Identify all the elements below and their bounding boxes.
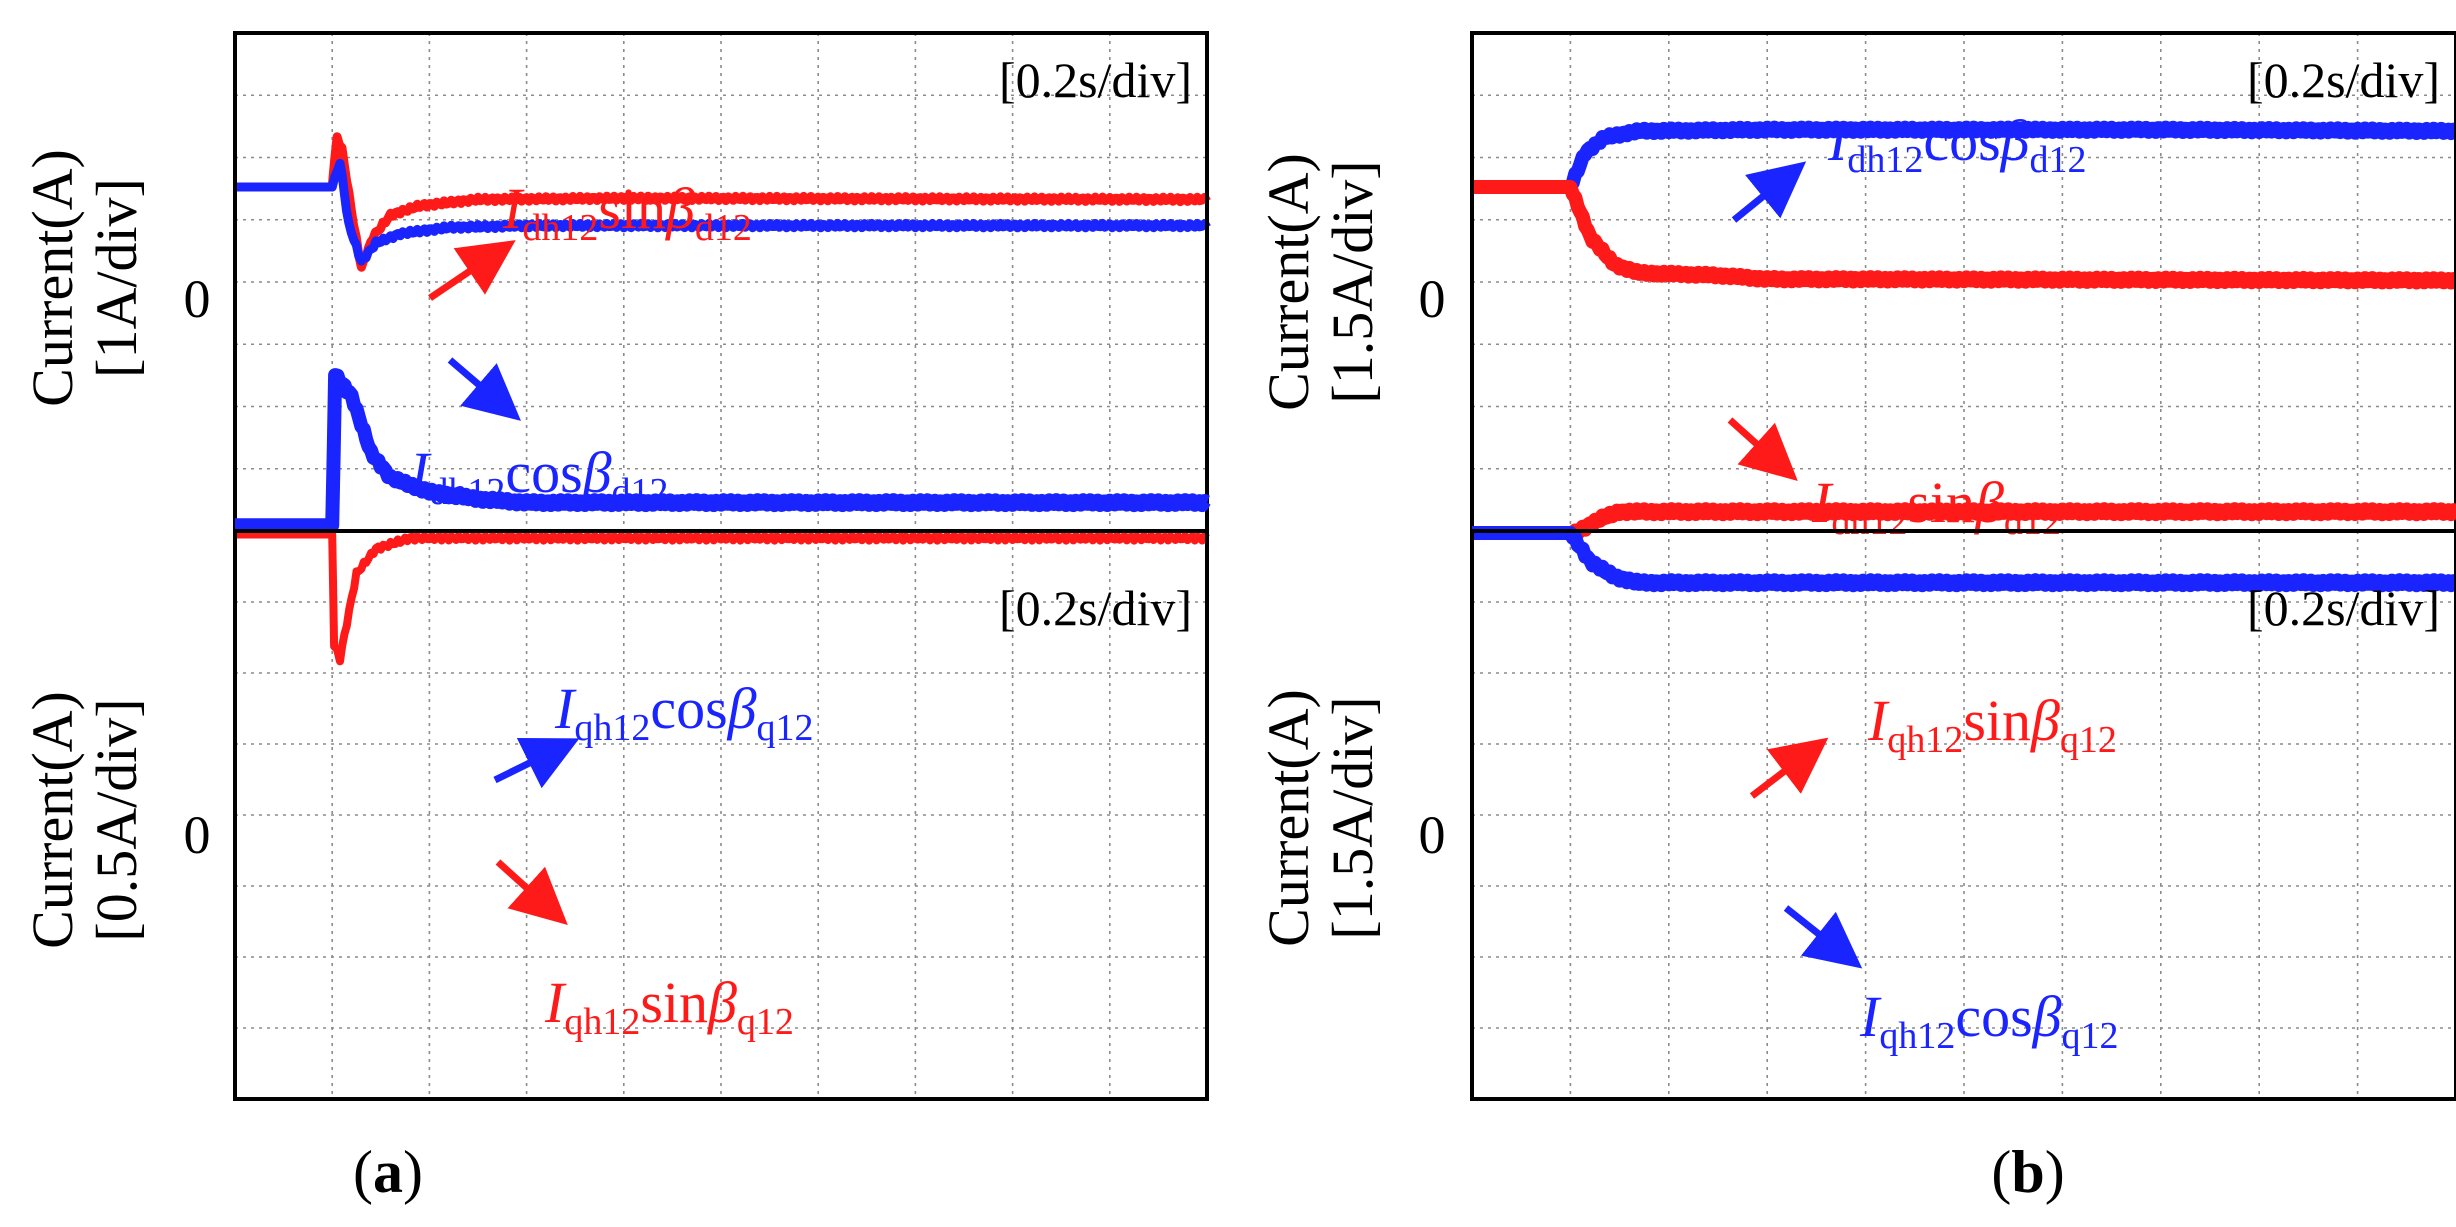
annotation-arrow <box>495 859 568 926</box>
annotation-label: Iqh12sinβq12 <box>1867 688 2117 761</box>
y-axis-scale: [1A/div] <box>84 178 149 378</box>
chart-a-top: [0.2s/div] 0 Current(A) [1A/div] Idh12si… <box>20 31 1211 533</box>
series-line-blue <box>1467 120 2456 194</box>
plot-frame <box>1470 529 2456 1101</box>
zero-tick-label: 0 <box>184 805 211 865</box>
zero-tick-label: 0 <box>1419 805 1446 865</box>
plot-frame <box>233 529 1209 1101</box>
annotation-arrow <box>428 240 516 301</box>
annotation-arrow <box>447 357 521 421</box>
traces <box>232 132 1211 272</box>
chart-a-bottom: [0.2s/div] 0 Current(A) [0.5A/div] Iqh12… <box>20 368 1212 1101</box>
gridlines <box>235 33 1207 531</box>
y-axis-scale: [1.5A/div] <box>1320 160 1385 403</box>
series-line-red <box>232 132 1211 272</box>
panel-label-b: (b) <box>1991 1139 2064 1205</box>
annotation-arrow <box>1731 161 1807 223</box>
series-line-red <box>1467 502 2456 542</box>
zero-tick-label: 0 <box>184 269 211 329</box>
traces <box>1467 120 2456 290</box>
series-line-red <box>1467 180 2456 290</box>
y-axis-unit: Current(A) <box>20 149 85 407</box>
y-axis-unit: Current(A) <box>1256 689 1321 947</box>
annotation-label: Iqh12sinβq12 <box>544 970 794 1043</box>
traces <box>230 368 1212 666</box>
y-axis-label: Current(A) [1A/div] <box>20 149 149 407</box>
y-axis-label: Current(A) [1.5A/div] <box>1256 689 1385 947</box>
chart-b-top: [0.2s/div] 0 Current(A) [1.5A/div] Idh12… <box>1256 31 2456 543</box>
chart-b-bottom: [0.2s/div] 0 Current(A) [1.5A/div] Iqh12… <box>1256 502 2456 1101</box>
annotation-arrow <box>1783 905 1863 969</box>
zero-tick-label: 0 <box>1419 269 1446 329</box>
time-div-label: [0.2s/div] <box>2247 52 2440 108</box>
series-line-red <box>233 530 1210 666</box>
time-div-label: [0.2s/div] <box>2247 580 2440 636</box>
annotation-label: Idh12sinβd12 <box>502 176 752 249</box>
y-axis-scale: [0.5A/div] <box>84 698 149 941</box>
time-div-label: [0.2s/div] <box>999 52 1192 108</box>
gridlines <box>235 531 1207 1099</box>
time-div-label: [0.2s/div] <box>999 580 1192 636</box>
annotation-label: Iqh12cosβq12 <box>554 676 814 749</box>
annotation-label: Idh12cosβd12 <box>1827 108 2087 181</box>
y-axis-scale: [1.5A/div] <box>1320 696 1385 939</box>
series-line-blue <box>1467 526 2456 593</box>
series-line-blue <box>230 368 1212 533</box>
gridlines <box>1472 531 2456 1099</box>
y-axis-unit: Current(A) <box>20 691 85 949</box>
annotation-label: Iqh12cosβq12 <box>1859 984 2119 1057</box>
traces <box>1467 502 2456 593</box>
series-line-blue <box>232 158 1211 266</box>
annotation-arrow <box>493 738 580 789</box>
y-axis-label: Current(A) [1.5A/div] <box>1256 153 1385 411</box>
annotation-arrow <box>1727 417 1798 482</box>
y-axis-label: Current(A) [0.5A/div] <box>20 691 149 949</box>
y-axis-unit: Current(A) <box>1256 153 1321 411</box>
annotation-arrow <box>1749 737 1829 799</box>
panel-label-a: (a) <box>353 1139 423 1205</box>
